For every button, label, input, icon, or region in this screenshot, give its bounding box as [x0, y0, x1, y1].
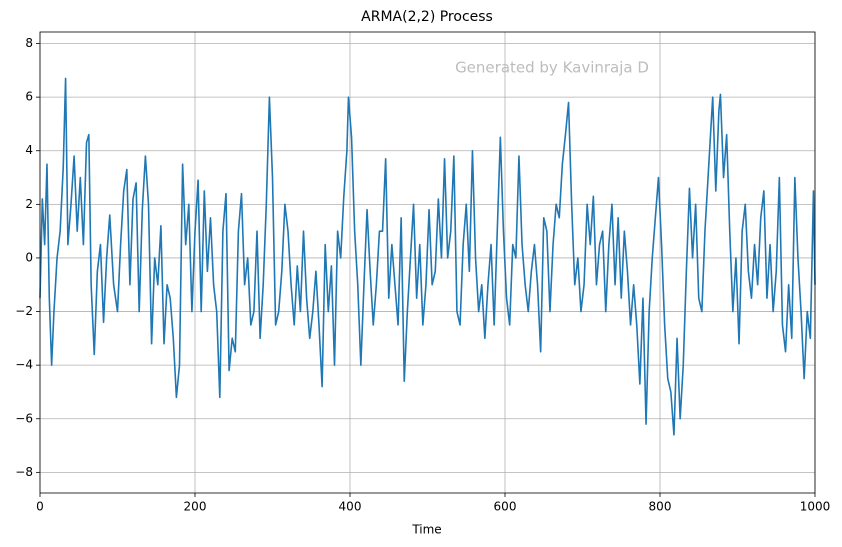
- x-tick-label: 600: [494, 500, 517, 514]
- y-tick-label: −8: [15, 465, 33, 479]
- y-tick-label: 2: [25, 197, 33, 211]
- y-tick-label: 4: [25, 143, 33, 157]
- x-axis-label: Time: [411, 523, 441, 537]
- y-tick-label: 6: [25, 90, 33, 104]
- x-tick-label: 200: [184, 500, 207, 514]
- x-tick-label: 400: [339, 500, 362, 514]
- plot-area: −8 −6 −4 −2 0 2 4 6 8 0 200 400 600 800 1000: [15, 32, 830, 514]
- data-line: [39, 77, 816, 436]
- x-tick-label: 1000: [800, 500, 831, 514]
- y-tick-label: 8: [25, 36, 33, 50]
- y-tick-label: 0: [25, 250, 33, 264]
- axes-frame: [39, 31, 816, 494]
- y-tick-label: −4: [15, 358, 33, 372]
- x-tick-label: 800: [649, 500, 672, 514]
- x-tick-label: 0: [36, 500, 44, 514]
- watermark: Generated by Kavinraja D: [455, 59, 649, 77]
- y-tick-label: −6: [15, 411, 33, 425]
- y-tick-label: −2: [15, 304, 33, 318]
- chart-title: ARMA(2,2) Process: [361, 9, 493, 25]
